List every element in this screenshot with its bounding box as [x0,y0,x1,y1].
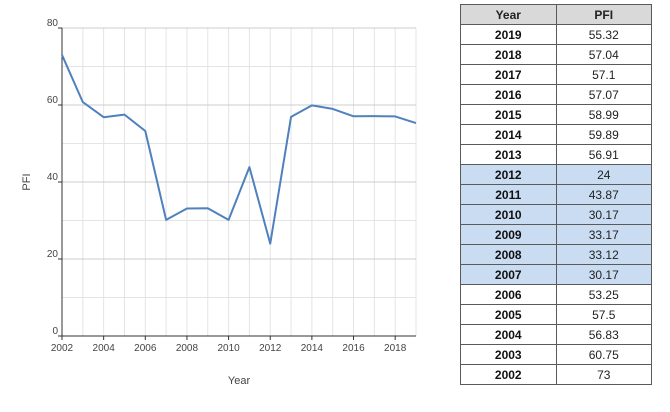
table-row: 2006 53.25 [460,284,652,305]
pfi-cell: 73 [555,364,652,385]
y-axis-title: PFI [21,173,33,190]
pfi-cell: 24 [555,164,652,185]
data-point [226,217,231,222]
data-point [393,114,398,119]
x-tick-label: 2006 [134,343,157,354]
data-point [289,114,294,119]
table-row: 2010 30.17 [460,204,652,225]
year-cell: 2018 [460,44,557,65]
pfi-cell: 33.12 [555,244,652,265]
data-point [60,52,65,57]
year-cell: 2015 [460,104,557,125]
data-point [351,114,356,119]
year-cell: 2014 [460,124,557,145]
pfi-cell: 58.99 [555,104,652,125]
year-cell: 2016 [460,84,557,105]
x-axis-title: Year [228,375,251,387]
x-tick-label: 2002 [51,343,74,354]
pfi-cell: 30.17 [555,204,652,225]
year-cell: 2004 [460,324,557,345]
pfi-cell: 33.17 [555,224,652,245]
y-tick-label: 60 [47,95,59,106]
x-tick-label: 2018 [384,343,407,354]
year-cell: 2010 [460,204,557,225]
pfi-cell: 57.04 [555,44,652,65]
table-row: 2018 57.04 [460,44,652,65]
table-row: 2013 56.91 [460,144,652,165]
year-cell: 2009 [460,224,557,245]
year-cell: 2017 [460,64,557,85]
table-row: 2014 59.89 [460,124,652,145]
year-cell: 2006 [460,284,557,305]
chart-gridlines [61,27,417,337]
y-tick-label: 0 [52,326,58,337]
pfi-cell: 60.75 [555,344,652,365]
table-row: 2003 60.75 [460,344,652,365]
table-row: 2009 33.17 [460,224,652,245]
x-tick-label: 2016 [342,343,365,354]
pfi-cell: 57.07 [555,84,652,105]
data-point [143,128,148,133]
pfi-cell: 57.1 [555,64,652,85]
table-row: 2002 73 [460,364,652,385]
table-row: 2017 57.1 [460,64,652,85]
pfi-cell: 30.17 [555,264,652,285]
year-cell: 2003 [460,344,557,365]
data-point [414,121,419,126]
x-tick-label: 2010 [217,343,240,354]
table-row: 2015 58.99 [460,104,652,125]
x-tick-label: 2004 [93,343,116,354]
data-point [309,103,314,108]
year-column-header: Year [460,4,557,25]
pfi-cell: 56.91 [555,144,652,165]
table-row: 2016 57.07 [460,84,652,105]
data-point [184,206,189,211]
data-point [122,112,127,117]
data-point [205,206,210,211]
data-point [330,106,335,111]
pfi-series-line [61,54,417,245]
table-header-row: Year PFI [460,4,652,25]
year-cell: 2008 [460,244,557,265]
table-row: 2012 24 [460,164,652,185]
x-tick-label: 2012 [259,343,282,354]
table-body: 2019 55.32 2018 57.04 2017 57.1 2016 57.07 2015 5… [460,24,652,385]
year-cell: 2005 [460,304,557,325]
year-cell: 2011 [460,184,557,205]
data-point [164,217,169,222]
pfi-cell: 59.89 [555,124,652,145]
y-tick-label: 80 [47,18,59,29]
chart-axes [58,27,416,340]
pfi-column-header: PFI [555,4,652,25]
table-row: 2011 43.87 [460,184,652,205]
pfi-cell: 56.83 [555,324,652,345]
table-row: 2019 55.32 [460,24,652,45]
y-tick-label: 20 [47,249,59,260]
table-row: 2004 56.83 [460,324,652,345]
y-tick-label: 40 [47,172,59,183]
pfi-line-chart: 2002 2004 2006 2008 2010 2012 2014 2016 2018 0 20 4… [21,18,419,387]
chart-tick-labels: 2002 2004 2006 2008 2010 2012 2014 2016 2018 0 20 4… [47,18,407,354]
data-point [372,114,377,119]
pfi-cell: 43.87 [555,184,652,205]
year-cell: 2007 [460,264,557,285]
pfi-data-table: Year PFI 2019 55.32 2018 57.04 2017 57.1 2016 5… [460,4,652,385]
data-point [80,100,85,105]
pfi-cell: 55.32 [555,24,652,45]
pfi-cell: 53.25 [555,284,652,305]
data-point [247,165,252,170]
year-cell: 2019 [460,24,557,45]
data-point [101,115,106,120]
table-row: 2008 33.12 [460,244,652,265]
chart-series [60,52,419,246]
year-cell: 2002 [460,364,557,385]
pfi-cell: 57.5 [555,304,652,325]
table-row: 2007 30.17 [460,264,652,285]
year-cell: 2012 [460,164,557,185]
data-point [268,241,273,246]
x-tick-label: 2014 [301,343,324,354]
table-row: 2005 57.5 [460,304,652,325]
x-tick-label: 2008 [176,343,199,354]
year-cell: 2013 [460,144,557,165]
